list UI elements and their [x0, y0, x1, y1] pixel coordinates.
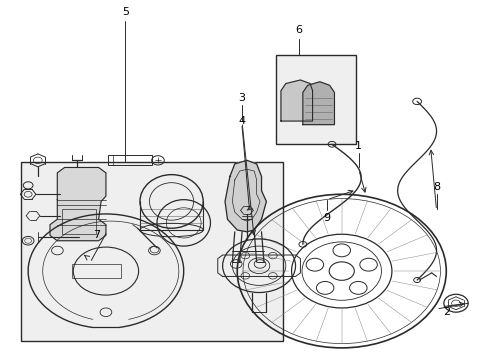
Text: 7: 7: [92, 230, 100, 240]
Bar: [276, 55, 356, 144]
Bar: [21, 162, 283, 341]
Polygon shape: [224, 160, 266, 232]
Text: 5: 5: [122, 7, 129, 17]
Bar: [72, 264, 120, 278]
Text: 6: 6: [295, 25, 302, 35]
Text: 8: 8: [432, 182, 439, 192]
Text: 2: 2: [442, 307, 449, 317]
Polygon shape: [302, 82, 334, 125]
Bar: [62, 208, 96, 234]
Text: 3: 3: [238, 93, 245, 103]
Text: 9: 9: [323, 212, 330, 222]
Polygon shape: [50, 167, 106, 241]
Bar: [108, 156, 152, 165]
Text: 4: 4: [238, 116, 245, 126]
Polygon shape: [281, 80, 312, 121]
Text: 1: 1: [355, 141, 362, 151]
